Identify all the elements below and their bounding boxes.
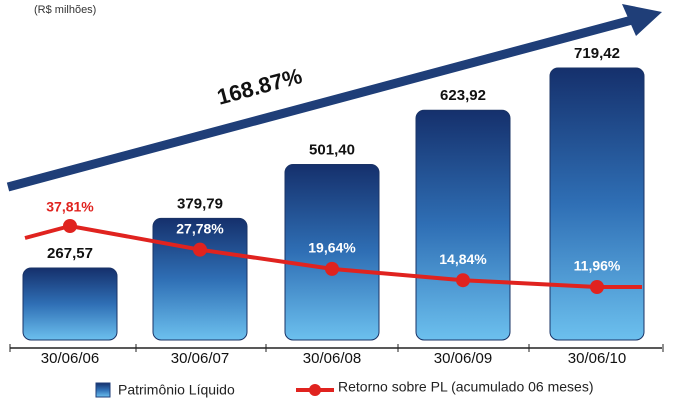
x-tick-label: 30/06/08: [303, 350, 361, 367]
bar-value-label: 623,92: [440, 87, 486, 104]
bar-value-label: 379,79: [177, 195, 223, 212]
bar-value-label: 501,40: [309, 141, 355, 158]
line-value-label: 14,84%: [439, 251, 487, 267]
line-marker: [63, 219, 77, 233]
line-marker: [590, 280, 604, 294]
bar: [152, 217, 248, 341]
legend: Patrimônio Líquido Retorno sobre PL (acu…: [95, 379, 594, 398]
line-value-label: 19,64%: [308, 240, 356, 256]
chart-subtitle: (R$ milhões): [34, 4, 96, 16]
growth-annotation: 168.87%: [214, 63, 304, 110]
bar-value-label: 267,57: [47, 245, 93, 262]
line-marker: [193, 242, 207, 257]
x-tick-label: 30/06/06: [41, 350, 99, 367]
legend-label: Patrimônio Líquido: [118, 382, 235, 398]
bar: [549, 67, 645, 341]
bar: [22, 267, 118, 341]
x-tick-label: 30/06/09: [434, 350, 492, 367]
legend-swatch-bar: [95, 382, 111, 398]
line-marker: [325, 261, 339, 276]
growth-arrow: [6, 4, 662, 192]
x-tick-label: 30/06/10: [568, 350, 626, 367]
bar-value-label: 719,42: [574, 45, 620, 62]
line-value-label: 27,78%: [176, 220, 224, 236]
line-value-label: 37,81%: [46, 199, 94, 215]
x-tick-label: 30/06/07: [171, 350, 229, 367]
bar: [284, 164, 380, 341]
line-marker: [456, 273, 470, 288]
legend-label: Retorno sobre PL (acumulado 06 meses): [338, 379, 594, 395]
bar: [415, 109, 511, 341]
legend-swatch-marker: [309, 384, 321, 396]
line-value-label: 11,96%: [574, 258, 621, 274]
